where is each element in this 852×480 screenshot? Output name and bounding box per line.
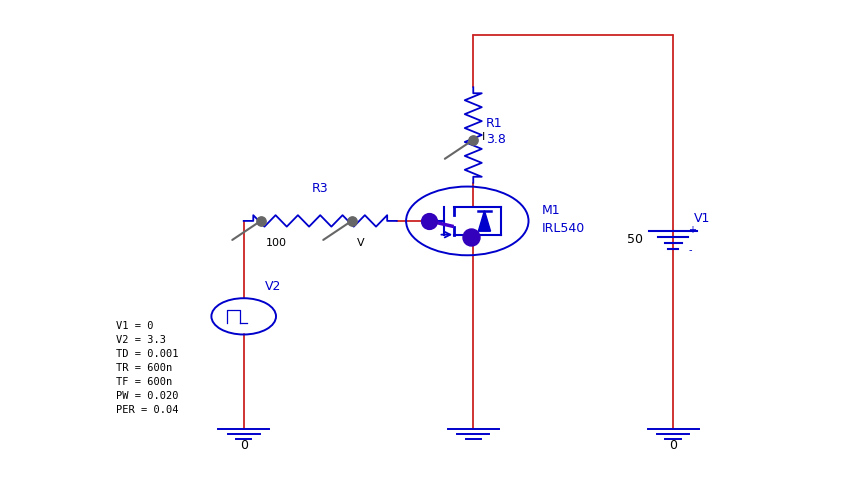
Point xyxy=(254,217,268,225)
Text: R1: R1 xyxy=(486,117,502,130)
Text: 50: 50 xyxy=(626,233,642,247)
Text: V1 = 0
V2 = 3.3
TD = 0.001
TR = 600n
TF = 600n
PW = 0.020
PER = 0.04: V1 = 0 V2 = 3.3 TD = 0.001 TR = 600n TF … xyxy=(116,321,178,415)
Text: 3.8: 3.8 xyxy=(486,133,505,146)
Text: M1: M1 xyxy=(541,204,559,217)
Text: V: V xyxy=(356,238,364,248)
Text: 100: 100 xyxy=(266,238,286,248)
Text: +: + xyxy=(688,225,695,235)
Text: V2: V2 xyxy=(265,280,281,293)
Text: R3: R3 xyxy=(312,181,328,195)
Point xyxy=(463,233,477,241)
Point xyxy=(422,217,435,225)
Text: IRL540: IRL540 xyxy=(541,222,584,235)
Text: V1: V1 xyxy=(694,212,710,225)
Text: I: I xyxy=(481,132,485,143)
Polygon shape xyxy=(478,211,490,231)
Text: 0: 0 xyxy=(239,439,247,452)
Point xyxy=(344,217,358,225)
Text: -: - xyxy=(688,245,691,255)
Text: 0: 0 xyxy=(668,439,676,452)
Point xyxy=(466,136,480,144)
